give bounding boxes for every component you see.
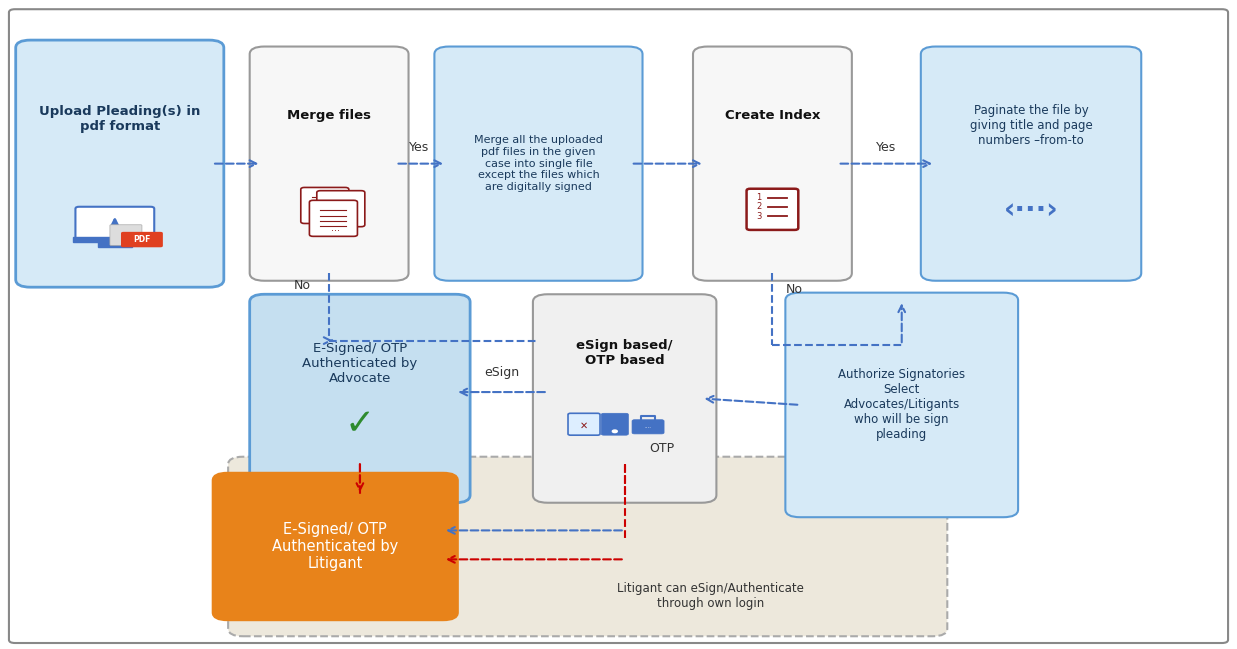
Text: Authorize Signatories
Select
Advocates/Litigants
who will be sign
pleading: Authorize Signatories Select Advocates/L… bbox=[839, 369, 965, 441]
Text: Litigant can eSign/Authenticate
through own login: Litigant can eSign/Authenticate through … bbox=[617, 582, 804, 610]
Bar bbox=[98, 241, 132, 247]
FancyBboxPatch shape bbox=[785, 293, 1018, 517]
FancyBboxPatch shape bbox=[317, 191, 365, 227]
FancyBboxPatch shape bbox=[121, 232, 163, 247]
Text: Yes: Yes bbox=[876, 141, 896, 154]
FancyBboxPatch shape bbox=[228, 457, 948, 636]
FancyBboxPatch shape bbox=[632, 420, 664, 434]
Text: PDF: PDF bbox=[134, 235, 151, 244]
Text: No: No bbox=[293, 279, 310, 293]
Text: E-Signed/ OTP
Authenticated by
Advocate: E-Signed/ OTP Authenticated by Advocate bbox=[302, 341, 418, 385]
FancyBboxPatch shape bbox=[9, 9, 1228, 643]
Text: ‹···›: ‹···› bbox=[1003, 196, 1059, 224]
FancyBboxPatch shape bbox=[693, 47, 852, 281]
FancyBboxPatch shape bbox=[110, 225, 142, 245]
Text: No: No bbox=[785, 282, 803, 295]
Text: Merge files: Merge files bbox=[287, 109, 371, 122]
FancyBboxPatch shape bbox=[309, 201, 357, 236]
FancyBboxPatch shape bbox=[920, 47, 1142, 281]
Text: 3: 3 bbox=[756, 212, 762, 221]
FancyBboxPatch shape bbox=[16, 40, 224, 287]
Text: 2: 2 bbox=[756, 202, 762, 212]
Text: 1: 1 bbox=[756, 193, 762, 202]
Text: Merge all the uploaded
pdf files in the given
case into single file
except the f: Merge all the uploaded pdf files in the … bbox=[474, 136, 602, 192]
FancyBboxPatch shape bbox=[568, 413, 600, 435]
Circle shape bbox=[612, 430, 617, 433]
Text: eSign: eSign bbox=[484, 366, 520, 379]
Text: Paginate the file by
giving title and page
numbers –from-to: Paginate the file by giving title and pa… bbox=[970, 104, 1092, 147]
FancyBboxPatch shape bbox=[301, 188, 349, 223]
Text: ···: ··· bbox=[330, 227, 340, 236]
Text: Create Index: Create Index bbox=[725, 109, 820, 122]
Text: Yes: Yes bbox=[409, 141, 429, 154]
FancyBboxPatch shape bbox=[250, 294, 470, 503]
Text: OTP: OTP bbox=[649, 442, 674, 455]
Text: eSign based/
OTP based: eSign based/ OTP based bbox=[576, 339, 673, 367]
FancyBboxPatch shape bbox=[533, 294, 716, 503]
FancyBboxPatch shape bbox=[75, 207, 155, 239]
Text: Upload Pleading(s) in
pdf format: Upload Pleading(s) in pdf format bbox=[40, 104, 200, 132]
FancyBboxPatch shape bbox=[213, 473, 458, 620]
Bar bbox=[73, 237, 157, 242]
FancyBboxPatch shape bbox=[747, 189, 798, 230]
FancyBboxPatch shape bbox=[601, 413, 628, 435]
FancyBboxPatch shape bbox=[434, 47, 642, 281]
Text: ····: ···· bbox=[644, 425, 652, 430]
FancyBboxPatch shape bbox=[250, 47, 408, 281]
Text: ✓: ✓ bbox=[345, 407, 375, 441]
Text: E-Signed/ OTP
Authenticated by
Litigant: E-Signed/ OTP Authenticated by Litigant bbox=[272, 522, 398, 571]
Text: ✕: ✕ bbox=[580, 421, 588, 431]
